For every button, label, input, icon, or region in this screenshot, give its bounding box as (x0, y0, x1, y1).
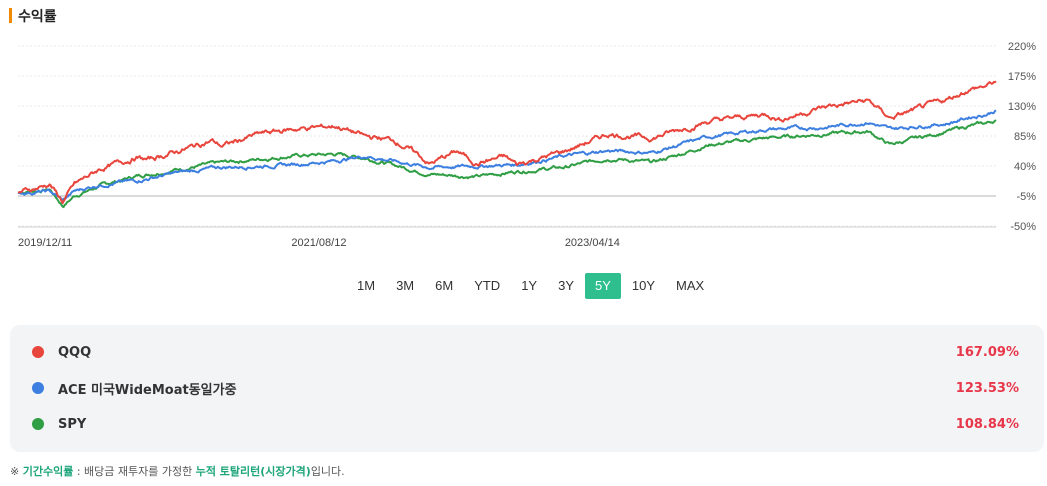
title-accent-bar (9, 8, 12, 23)
y-tick-label: 85% (1014, 131, 1036, 143)
range-button-1y[interactable]: 1Y (521, 278, 538, 293)
x-tick-label: 2021/08/12 (291, 237, 346, 249)
range-button-3y[interactable]: 3Y (558, 278, 574, 293)
range-selector: 1M 3M 6M YTD 1Y 3Y 5Y 10Y MAX (347, 273, 715, 299)
range-button-ytd[interactable]: YTD (474, 278, 501, 293)
y-tick-label: 40% (1014, 161, 1036, 173)
legend-row-ace: ACE 미국WideMoat동일가중 123.53% (30, 376, 1019, 400)
legend-dot-icon (32, 382, 44, 394)
legend-value: 108.84% (955, 416, 1019, 432)
legend-dot-icon (32, 418, 44, 430)
series-line-qqq (17, 80, 997, 205)
legend-panel: QQQ 167.09% ACE 미국WideMoat동일가중 123.53% S… (10, 325, 1044, 452)
section-title: 수익률 (18, 9, 57, 25)
legend-row-qqq: QQQ 167.09% (30, 340, 1019, 364)
x-tick-label: 2023/04/14 (565, 237, 620, 249)
footnote-mark: ※ (10, 465, 20, 478)
footnote-term: 기간수익률 (22, 465, 74, 478)
range-button-1m[interactable]: 1M (357, 278, 376, 293)
legend-row-spy: SPY 108.84% (30, 412, 1019, 436)
range-button-6m[interactable]: 6M (435, 278, 454, 293)
legend-value: 167.09% (955, 344, 1019, 360)
y-tick-label: -50% (1010, 221, 1036, 233)
footnote-middle: : 배당금 재투자를 가정한 (73, 465, 196, 478)
legend-value: 123.53% (955, 380, 1019, 396)
footnote-end: 입니다. (310, 465, 345, 478)
footnote-term2: 누적 토탈리턴(시장가격) (195, 465, 311, 478)
range-button-10y[interactable]: 10Y (631, 278, 656, 293)
legend-name: SPY (58, 416, 87, 432)
series-line-ace-widemoat- (17, 109, 997, 201)
y-tick-label: 175% (1008, 71, 1036, 83)
x-tick-label: 2019/12/11 (18, 237, 72, 249)
y-tick-label: 220% (1008, 41, 1036, 53)
footnote: ※ 기간수익률 : 배당금 재투자를 가정한 누적 토탈리턴(시장가격)입니다. (10, 463, 345, 479)
legend-dot-icon (32, 346, 44, 358)
y-tick-label: -5% (1016, 191, 1036, 203)
legend-name: QQQ (58, 344, 92, 360)
range-button-max[interactable]: MAX (676, 278, 705, 293)
legend-name: ACE 미국WideMoat동일가중 (58, 382, 237, 398)
y-tick-label: 130% (1008, 101, 1036, 113)
return-chart: 220% 175% 130% 85% 40% -5% -50% 2019/12/11 2021… (17, 41, 1036, 249)
range-button-5y[interactable]: 5Y (585, 273, 621, 299)
range-button-3m[interactable]: 3M (396, 278, 415, 293)
